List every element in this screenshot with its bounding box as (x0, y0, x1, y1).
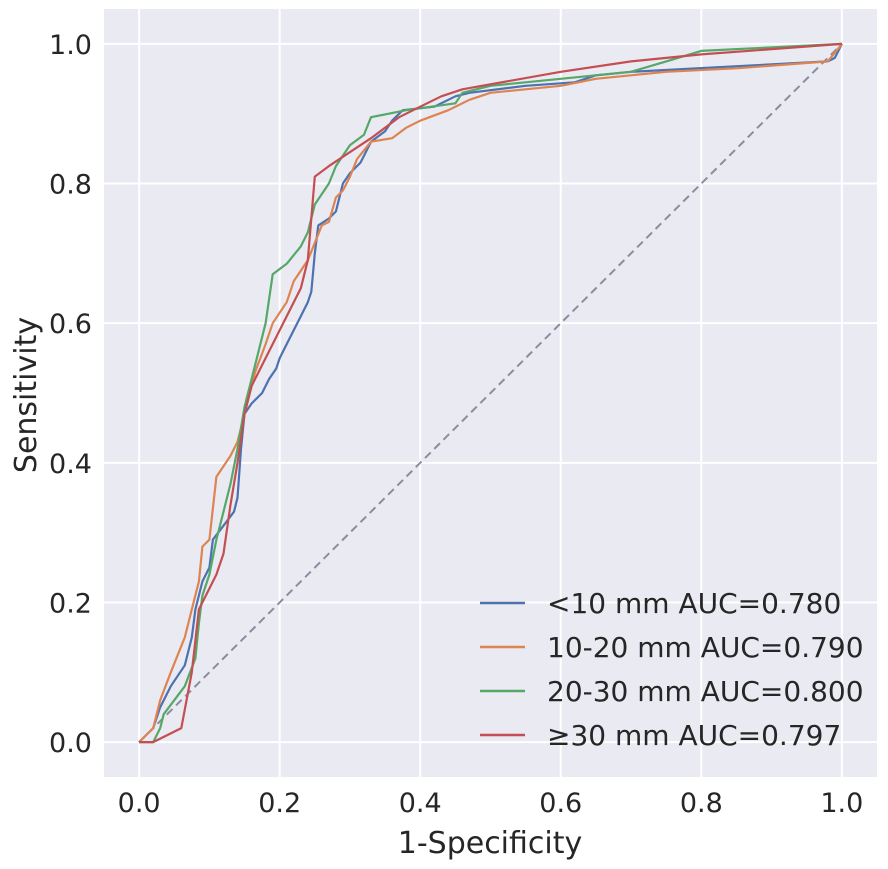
x-tick-label: 0.0 (118, 788, 161, 819)
y-tick-label: 0.8 (49, 170, 92, 201)
legend-label: ≥30 mm AUC=0.797 (547, 719, 841, 752)
x-tick-label: 1.0 (820, 788, 863, 819)
y-tick-label: 0.2 (49, 588, 92, 619)
legend-label: 20-30 mm AUC=0.800 (547, 675, 864, 708)
y-tick-label: 0.0 (49, 728, 92, 759)
x-tick-label: 0.2 (258, 788, 301, 819)
y-tick-label: 1.0 (49, 30, 92, 61)
reference-line (138, 43, 843, 743)
y-tick-labels: 0.0 0.2 0.4 0.6 0.8 1.0 (49, 30, 92, 759)
series-line-1 (138, 43, 843, 743)
x-tick-label: 0.6 (539, 788, 582, 819)
y-tick-label: 0.4 (49, 449, 92, 480)
y-axis-label: Sensitivity (9, 317, 44, 473)
x-axis-label: 1-Specificity (398, 826, 583, 861)
x-tick-label: 0.4 (399, 788, 442, 819)
series-line-2 (139, 42, 842, 744)
series-line-3 (139, 42, 842, 744)
y-tick-label: 0.6 (49, 309, 92, 340)
series-lines (138, 42, 843, 744)
x-tick-label: 0.8 (680, 788, 723, 819)
grid-lines (104, 9, 877, 777)
x-tick-labels: 0.0 0.2 0.4 0.6 0.8 1.0 (118, 788, 864, 819)
legend-label: 10-20 mm AUC=0.790 (547, 631, 864, 664)
legend: <10 mm AUC=0.780 10-20 mm AUC=0.790 20-30 … (480, 587, 864, 752)
reference-diagonal (138, 43, 843, 743)
legend-label: <10 mm AUC=0.780 (547, 587, 841, 620)
